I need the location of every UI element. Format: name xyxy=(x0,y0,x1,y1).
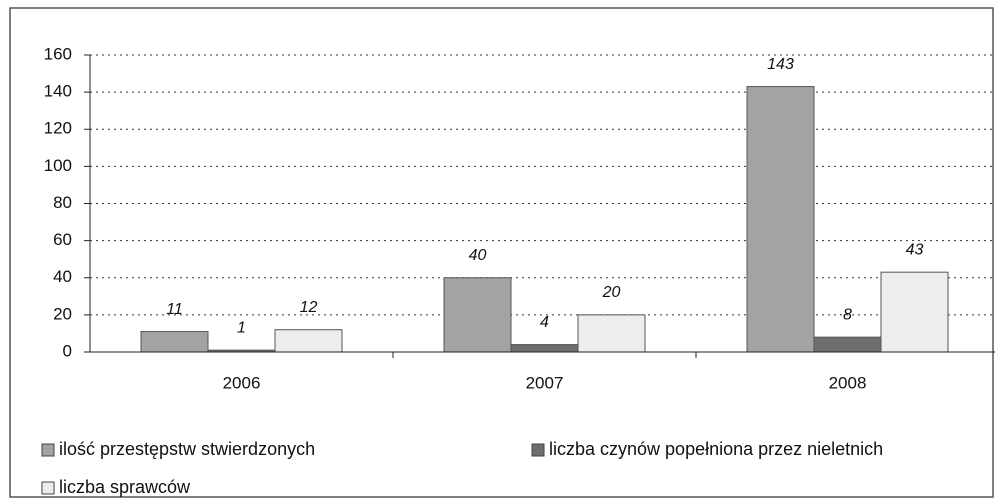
data-label: 12 xyxy=(300,299,318,316)
x-tick-label: 2008 xyxy=(829,373,867,392)
x-tick-label: 2007 xyxy=(526,373,564,392)
y-tick-label: 20 xyxy=(53,304,72,323)
legend-label: ilość przestępstw stwierdzonych xyxy=(59,439,315,459)
y-tick-label: 60 xyxy=(53,230,72,249)
bar xyxy=(813,336,882,353)
y-tick-label: 120 xyxy=(44,119,72,138)
y-tick-label: 100 xyxy=(44,156,72,175)
bar xyxy=(140,331,209,353)
bar xyxy=(443,277,512,353)
y-tick-label: 140 xyxy=(44,82,72,101)
data-label: 11 xyxy=(166,301,183,318)
y-tick-label: 160 xyxy=(44,44,72,63)
data-label: 40 xyxy=(469,247,487,264)
data-label: 20 xyxy=(602,284,621,301)
bar xyxy=(577,314,646,353)
bar xyxy=(746,86,815,353)
data-label: 43 xyxy=(906,241,924,258)
data-label: 143 xyxy=(767,56,794,73)
legend-label: liczba sprawców xyxy=(59,477,191,497)
chart-border xyxy=(9,7,994,498)
legend-swatch xyxy=(41,481,55,495)
data-label: 8 xyxy=(843,306,852,323)
bar xyxy=(880,271,949,353)
y-tick-label: 40 xyxy=(53,267,72,286)
y-tick-label: 0 xyxy=(63,341,72,360)
data-label: 4 xyxy=(540,314,549,331)
legend-swatch xyxy=(41,443,55,457)
legend-swatch xyxy=(531,443,545,457)
data-label: 1 xyxy=(237,319,246,336)
y-tick-label: 80 xyxy=(53,193,72,212)
x-tick-label: 2006 xyxy=(223,373,261,392)
bar xyxy=(510,344,579,353)
bar xyxy=(274,329,343,353)
legend-label: liczba czynów popełniona przez nieletnic… xyxy=(549,439,883,459)
